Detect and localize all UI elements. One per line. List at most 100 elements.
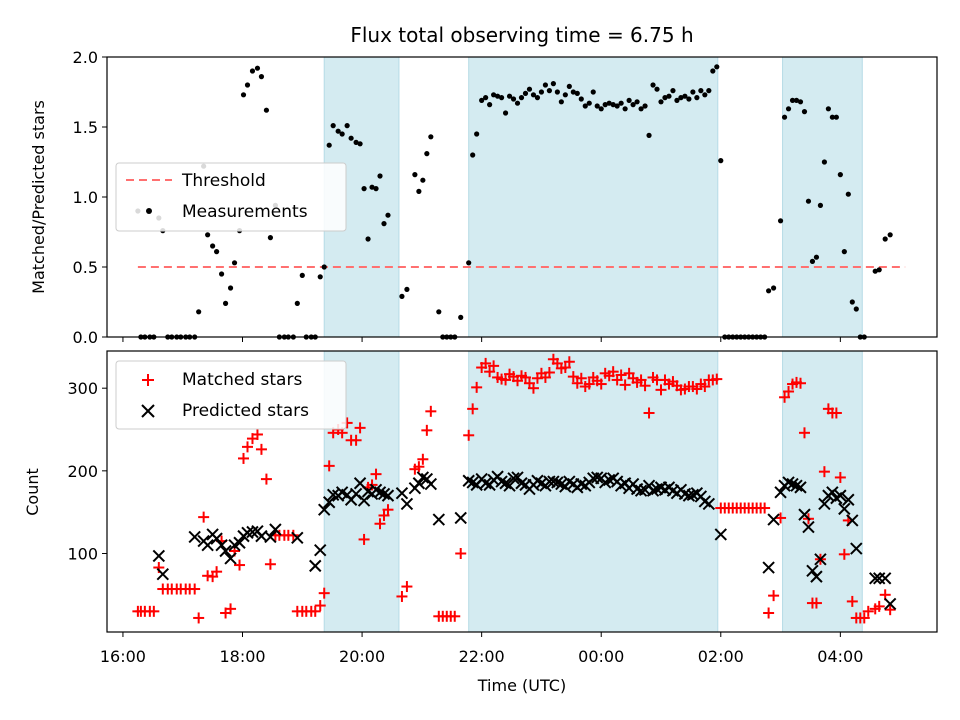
- measurement-point: [526, 86, 533, 92]
- measurement-point: [466, 260, 472, 266]
- measurement-point: [797, 99, 804, 105]
- predicted-star-point: [215, 539, 228, 552]
- matched-star-point: [643, 407, 655, 419]
- measurement-point: [706, 88, 712, 94]
- measurement-point: [825, 106, 831, 112]
- matched-star-point: [314, 600, 326, 612]
- predicted-star-point: [400, 497, 414, 511]
- measurement-point: [586, 100, 592, 106]
- predicted-star-point: [762, 561, 775, 574]
- legend-measurements-label: Measurements: [182, 202, 308, 222]
- predicted-star-point: [798, 508, 811, 521]
- measurement-point: [678, 95, 684, 101]
- matched-star-point: [417, 453, 429, 465]
- matched-star-point: [775, 512, 787, 524]
- x-tick-label: 02:00: [698, 647, 744, 666]
- predicted-star-point: [219, 544, 232, 558]
- predicted-star-point: [515, 477, 528, 490]
- matched-star-point: [480, 357, 492, 369]
- predicted-star-point: [495, 475, 508, 488]
- matched-star-point: [873, 600, 885, 612]
- measurement-point: [385, 212, 391, 218]
- matched-star-point: [846, 595, 858, 607]
- legend-threshold-label: Threshold: [181, 171, 266, 191]
- measurement-point: [357, 141, 363, 147]
- measurement-point: [690, 89, 696, 95]
- top-y-axis-label: Matched/Predicted stars: [29, 100, 48, 294]
- measurement-point: [853, 306, 859, 312]
- measurement-point: [353, 139, 359, 145]
- legend-predicted-swatch: [141, 404, 155, 418]
- measurement-point: [618, 100, 624, 106]
- matched-star-point: [527, 382, 539, 394]
- matched-star-point: [798, 427, 810, 439]
- predicted-star-point: [314, 543, 327, 557]
- bottom-y-tick-label: 300: [67, 379, 98, 398]
- x-tick-label: 16:00: [100, 647, 146, 666]
- top-panel: 0.00.51.01.52.0 Matched/Predicted stars …: [29, 48, 938, 347]
- matched-star-point: [768, 590, 780, 602]
- measurement-point: [361, 186, 367, 192]
- measurement-point: [674, 97, 680, 103]
- measurement-point: [258, 74, 265, 80]
- measurement-point: [205, 232, 211, 238]
- measurement-point: [498, 95, 505, 101]
- measurement-point: [650, 82, 656, 88]
- measurement-point: [222, 300, 229, 306]
- matched-star-point: [350, 434, 362, 446]
- matched-star-point: [858, 612, 870, 624]
- matched-star-point: [309, 605, 321, 617]
- matched-star-point: [421, 424, 433, 436]
- measurement-point: [777, 218, 784, 224]
- shaded-interval: [468, 56, 719, 338]
- predicted-star-point: [395, 486, 409, 500]
- measurement-point: [534, 95, 541, 101]
- matched-star-point: [484, 366, 496, 378]
- measurement-point: [590, 89, 596, 95]
- measurement-point: [373, 186, 379, 192]
- measurement-point: [821, 159, 828, 165]
- predicted-star-point: [188, 530, 201, 544]
- matched-star-point: [619, 379, 631, 391]
- matched-star-point: [425, 405, 437, 417]
- measurement-point: [263, 107, 270, 113]
- matched-star-point: [467, 403, 479, 415]
- bottom-legend: Matched stars Predicted stars: [115, 360, 347, 430]
- matched-star-point: [401, 581, 413, 593]
- measurement-point: [817, 202, 824, 208]
- predicted-star-point: [826, 486, 839, 499]
- legend-matched-swatch: [142, 374, 154, 386]
- matched-star-point: [211, 566, 223, 578]
- predicted-star-point: [377, 487, 391, 501]
- predicted-star-point: [269, 523, 282, 536]
- matched-star-point: [413, 461, 425, 473]
- predicted-star-point: [210, 532, 223, 545]
- predicted-star-point: [842, 493, 855, 506]
- measurement-point: [770, 285, 777, 291]
- predicted-star-point: [241, 526, 254, 540]
- measurement-point: [458, 314, 464, 320]
- matched-star-point: [471, 381, 483, 393]
- measurement-point: [506, 93, 513, 99]
- predicted-star-point: [201, 539, 214, 552]
- measurement-point: [610, 102, 616, 108]
- measurement-point: [479, 97, 485, 103]
- measurement-point: [718, 158, 724, 164]
- measurement-point: [582, 103, 588, 109]
- matched-star-point: [759, 502, 771, 514]
- measurement-point: [781, 114, 788, 120]
- top-y-tick-label: 2.0: [73, 48, 98, 67]
- measurement-point: [833, 114, 839, 120]
- x-tick-label: 18:00: [219, 647, 265, 666]
- predicted-star-point: [782, 476, 795, 489]
- matched-star-point: [358, 533, 370, 545]
- matched-star-point: [234, 559, 246, 571]
- predicted-star-point: [834, 489, 847, 502]
- measurement-point: [626, 97, 632, 103]
- x-tick-label: 20:00: [339, 647, 385, 666]
- x-axis-label: Time (UTC): [477, 676, 566, 695]
- measurement-point: [542, 82, 549, 88]
- measurement-point: [483, 95, 489, 101]
- measurement-point: [474, 131, 480, 137]
- shaded-interval: [782, 350, 863, 633]
